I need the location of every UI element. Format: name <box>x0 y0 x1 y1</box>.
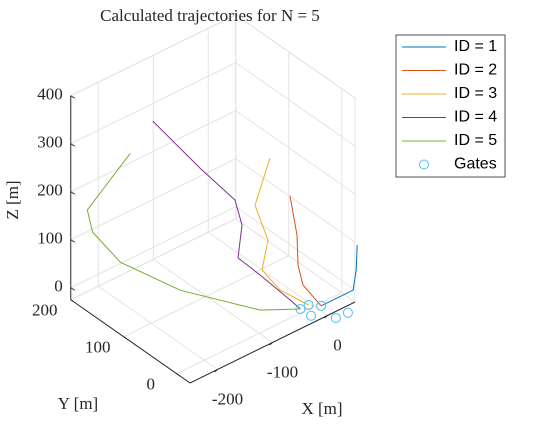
chart-title: Calculated trajectories for N = 5 <box>100 6 320 25</box>
axes: -200 -100 0 0 100 200 0 100 200 300 400 <box>32 85 356 408</box>
z-tick-label: 400 <box>37 85 63 104</box>
z-tick <box>70 239 76 243</box>
box-edge <box>70 218 236 301</box>
grid-line <box>176 292 342 375</box>
y-tick-label: 200 <box>32 301 58 320</box>
grid-line <box>70 62 236 145</box>
y-tick <box>70 299 75 303</box>
legend-box <box>395 34 506 178</box>
legend-label: ID = 2 <box>454 62 497 79</box>
legend: ID = 1 ID = 2 ID = 3 ID = 4 ID = 5 Gates <box>395 34 506 178</box>
z-tick-label: 100 <box>37 229 63 248</box>
y-tick <box>123 336 128 340</box>
grid-line <box>70 158 236 241</box>
z-tick-label: 0 <box>54 277 63 296</box>
x-tick-label: -100 <box>267 362 298 381</box>
gate-marker <box>330 313 341 324</box>
gate-marker <box>306 310 317 321</box>
z-tick-label: 300 <box>37 133 63 152</box>
z-tick-label: 200 <box>37 181 63 200</box>
trajectory <box>86 152 301 311</box>
grid-line <box>235 206 356 291</box>
box-edge <box>70 14 236 97</box>
trajectory <box>320 244 358 307</box>
grid-line <box>152 258 273 343</box>
x-tick <box>269 342 273 346</box>
grid-line <box>207 231 328 316</box>
grid-line <box>70 110 236 193</box>
gate-marker <box>303 299 314 310</box>
box-edge <box>235 218 356 303</box>
grid-line <box>235 158 356 243</box>
trajectory <box>289 195 322 307</box>
trajectory <box>152 120 301 310</box>
x-tick <box>214 369 218 373</box>
grid-line <box>97 285 218 370</box>
gate-marker <box>295 304 306 314</box>
legend-label: ID = 5 <box>454 132 497 149</box>
z-tick <box>70 95 76 99</box>
legend-label: Gates <box>454 156 497 173</box>
grid <box>70 14 356 375</box>
y-tick-label: 100 <box>85 338 111 357</box>
y-axis-label: Y [m] <box>58 394 98 413</box>
legend-label: ID = 4 <box>454 109 497 126</box>
gate-marker <box>342 307 353 318</box>
y-axis <box>70 299 191 384</box>
x-tick <box>324 315 328 319</box>
box-edge <box>235 14 356 99</box>
x-tick-label: -200 <box>212 389 243 408</box>
grid-line <box>235 110 356 195</box>
z-tick <box>70 143 76 147</box>
z-tick <box>70 191 76 195</box>
legend-label: ID = 1 <box>454 38 497 55</box>
y-tick <box>176 373 181 377</box>
y-tick-label: 0 <box>147 375 156 394</box>
z-axis-label: Z [m] <box>3 180 22 219</box>
gate-marker <box>316 300 327 311</box>
z-tick <box>70 287 76 291</box>
x-tick-label: 0 <box>333 335 342 354</box>
grid-line <box>70 206 236 289</box>
plot-area <box>86 120 358 324</box>
trajectory <box>254 157 309 306</box>
grid-line <box>235 62 356 147</box>
legend-label: ID = 3 <box>454 85 497 102</box>
legend-swatch <box>419 159 429 170</box>
x-axis-label: X [m] <box>301 399 342 418</box>
